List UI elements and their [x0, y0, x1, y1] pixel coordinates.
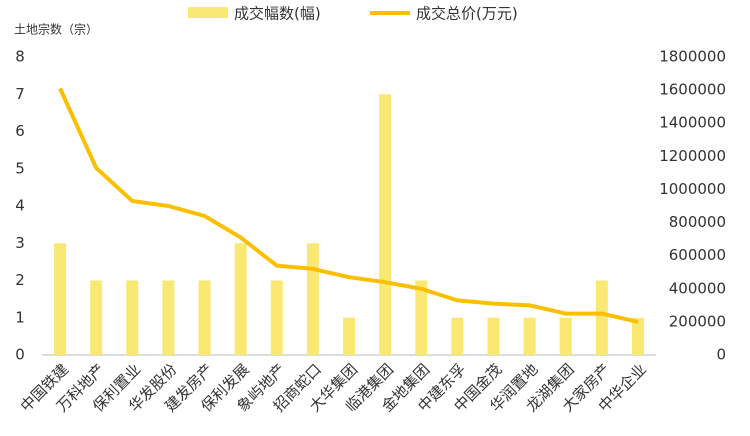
y2-tick-label: 1000000 [659, 180, 726, 198]
legend-label: 成交总价(万元) [416, 5, 518, 23]
y2-tick-label: 1200000 [659, 147, 726, 165]
bar [379, 94, 392, 355]
bar [306, 243, 319, 355]
y-tick-label: 5 [15, 159, 25, 177]
line [58, 87, 639, 324]
y-tick-label: 6 [15, 122, 25, 140]
y-tick-label: 3 [15, 234, 25, 252]
y2-tick-label: 0 [716, 346, 726, 364]
bar [90, 280, 103, 355]
y-tick-label: 2 [15, 271, 25, 289]
bar [234, 243, 247, 355]
bar [198, 280, 211, 355]
y2-tick-label: 1600000 [659, 81, 726, 99]
y-tick-label: 4 [15, 197, 25, 215]
y2-tick-label: 600000 [669, 246, 726, 264]
legend-swatch [188, 7, 228, 18]
bar [162, 280, 175, 355]
y2-tick-label: 800000 [669, 213, 726, 231]
bar [595, 280, 608, 355]
y-axis-title: 土地宗数（宗） [14, 22, 98, 37]
y2-tick-label: 1800000 [659, 48, 726, 66]
bar [523, 317, 536, 355]
y2-tick-label: 400000 [669, 279, 726, 297]
bar [343, 317, 355, 355]
y2-tick-label: 200000 [669, 312, 726, 330]
bar [270, 280, 283, 355]
y-tick-label: 0 [15, 346, 25, 364]
bar [631, 317, 644, 355]
y-tick-label: 1 [15, 308, 25, 326]
bar [487, 317, 500, 355]
bar [451, 317, 464, 355]
y-tick-label: 8 [15, 48, 25, 66]
legend-label: 成交幅数(幅) [234, 5, 321, 23]
y-tick-label: 7 [15, 85, 25, 103]
bar [415, 280, 428, 355]
bar [126, 280, 139, 355]
bar [54, 243, 67, 355]
bar [559, 317, 572, 355]
y2-tick-label: 1400000 [659, 114, 726, 132]
